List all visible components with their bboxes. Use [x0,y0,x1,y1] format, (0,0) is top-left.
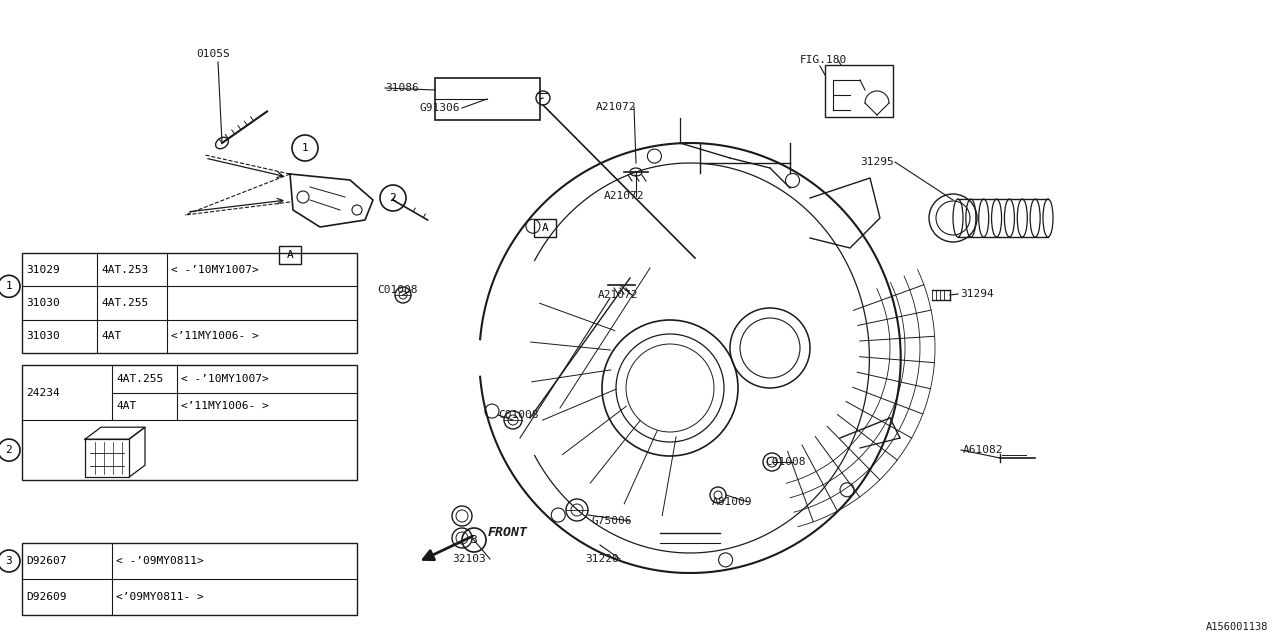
Bar [279,246,301,264]
Text: < -’10MY1007>: < -’10MY1007> [180,374,269,384]
Text: FRONT: FRONT [488,525,529,538]
Text: A156001138: A156001138 [1206,622,1268,632]
Text: 4AT.255: 4AT.255 [116,374,164,384]
Text: A: A [541,223,548,233]
Text: 3: 3 [5,556,13,566]
Text: <’11MY1006- >: <’11MY1006- > [172,332,259,341]
Bar [22,543,357,615]
Text: 31220: 31220 [585,554,618,564]
Bar [84,439,129,477]
Text: 4AT.255: 4AT.255 [101,298,148,308]
Text: G91306: G91306 [420,103,461,113]
Text: D92609: D92609 [26,592,67,602]
Text: 31086: 31086 [385,83,419,93]
Text: C01008: C01008 [498,410,539,420]
Text: < -’09MY0811>: < -’09MY0811> [116,556,204,566]
Text: 31295: 31295 [860,157,893,167]
Text: 24234: 24234 [26,388,60,397]
Bar [534,219,556,237]
Text: 31029: 31029 [26,265,60,275]
Text: G75006: G75006 [591,516,632,526]
Text: < -’10MY1007>: < -’10MY1007> [172,265,259,275]
Text: 0105S: 0105S [196,49,229,59]
Text: 31030: 31030 [26,332,60,341]
Text: 31294: 31294 [960,289,993,299]
Text: 1: 1 [5,282,13,291]
Text: 4AT: 4AT [116,401,136,412]
Text: A21072: A21072 [596,102,636,112]
Text: 2: 2 [389,193,397,203]
Text: 1: 1 [302,143,308,153]
Text: D92607: D92607 [26,556,67,566]
Text: 2: 2 [5,445,13,455]
Text: C01008: C01008 [378,285,417,295]
Text: 32103: 32103 [452,554,485,564]
Text: A21072: A21072 [598,290,639,300]
Text: 4AT.253: 4AT.253 [101,265,148,275]
Text: A21072: A21072 [604,191,645,201]
Text: A: A [287,250,293,260]
Text: 31030: 31030 [26,298,60,308]
Text: <’09MY0811- >: <’09MY0811- > [116,592,204,602]
Bar [826,65,893,117]
Bar [22,253,357,353]
Text: A81009: A81009 [712,497,753,507]
Text: C01008: C01008 [765,457,805,467]
Bar [435,78,540,120]
Text: <’11MY1006- >: <’11MY1006- > [180,401,269,412]
Bar [22,365,357,480]
Text: 4AT: 4AT [101,332,122,341]
Text: FIG.180: FIG.180 [800,55,847,65]
Text: A61082: A61082 [963,445,1004,455]
Text: 3: 3 [471,535,477,545]
